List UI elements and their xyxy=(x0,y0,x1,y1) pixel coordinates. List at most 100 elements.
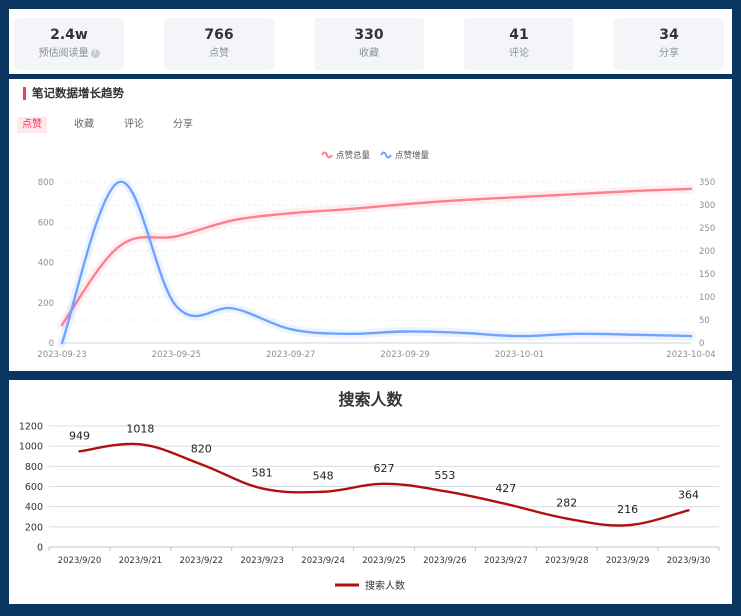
data-point xyxy=(404,330,406,332)
y-left-tick-label: 800 xyxy=(38,178,54,188)
x-tick-label: 2023-09-27 xyxy=(266,350,315,360)
y-right-tick-label: 100 xyxy=(699,293,715,303)
legend-label: 点赞增量 xyxy=(395,150,430,161)
legend-icon xyxy=(380,151,392,159)
x-tick-label: 2023-09-25 xyxy=(152,350,201,360)
data-point xyxy=(290,328,292,330)
data-point xyxy=(633,334,635,336)
stat-comments[interactable]: 41 评论 xyxy=(464,18,574,70)
y-left-tick-label: 0 xyxy=(49,339,54,349)
y-right-tick-label: 250 xyxy=(699,224,715,234)
x-tick-label: 2023/9/28 xyxy=(545,556,589,566)
y-left-tick-label: 400 xyxy=(38,259,54,269)
data-label: 282 xyxy=(556,497,577,510)
x-tick-label: 2023-10-04 xyxy=(666,350,715,360)
y-tick-label: 1200 xyxy=(19,422,43,433)
stat-value: 41 xyxy=(509,27,529,43)
data-point xyxy=(688,509,690,511)
data-point xyxy=(78,450,80,452)
series-line xyxy=(60,180,693,345)
y-right-tick-label: 150 xyxy=(699,270,715,280)
data-point xyxy=(566,518,568,520)
stat-read-estimate[interactable]: 2.4w 预估阅读量? xyxy=(14,18,124,70)
stat-label: 评论 xyxy=(509,48,529,59)
search-panel: 0 200 400 600 800 1000 1200 2023/9/20 2023/9/21 2… xyxy=(9,380,732,604)
data-label: 627 xyxy=(374,462,395,475)
tab-shares[interactable]: 分享 xyxy=(173,119,193,130)
data-point xyxy=(118,245,120,247)
data-label: 548 xyxy=(313,470,334,483)
search-chart-title: 搜索人数 xyxy=(338,390,403,409)
data-point xyxy=(175,305,177,307)
legend-icon xyxy=(321,151,333,159)
data-point xyxy=(61,342,63,344)
data-label: 427 xyxy=(495,482,516,495)
stat-label: 点赞 xyxy=(209,48,229,59)
stat-value: 2.4w xyxy=(50,27,88,43)
x-tick-label: 2023/9/30 xyxy=(667,556,711,566)
x-tick-label: 2023/9/23 xyxy=(240,556,284,566)
tab-favorites[interactable]: 收藏 xyxy=(74,119,94,130)
tab-likes[interactable]: 点赞 xyxy=(17,117,47,133)
y-right-tick-label: 50 xyxy=(699,316,710,326)
data-point xyxy=(139,443,141,445)
y-tick-label: 1000 xyxy=(19,442,43,453)
data-point xyxy=(575,193,577,195)
data-label: 216 xyxy=(617,503,638,516)
stat-label: 收藏 xyxy=(359,48,379,59)
data-point xyxy=(461,199,463,201)
tab-comments[interactable]: 评论 xyxy=(124,119,144,130)
x-tick-label: 2023/9/21 xyxy=(119,556,163,566)
legend-label: 搜索人数 xyxy=(365,579,405,592)
data-point xyxy=(461,332,463,334)
data-label: 820 xyxy=(191,442,212,455)
x-tick-label: 2023-09-23 xyxy=(37,350,86,360)
data-point xyxy=(690,335,692,337)
y-left-tick-label: 200 xyxy=(38,299,54,309)
y-right-tick-label: 200 xyxy=(699,247,715,257)
data-point xyxy=(261,487,263,489)
data-point xyxy=(290,212,292,214)
data-point xyxy=(404,203,406,205)
help-icon[interactable]: ? xyxy=(90,49,100,58)
data-point xyxy=(444,490,446,492)
stat-label-text: 预估阅读量 xyxy=(38,48,89,59)
x-tick-label: 2023-10-01 xyxy=(495,350,544,360)
legend-label: 点赞总量 xyxy=(336,150,371,161)
stats-bar: 2.4w 预估阅读量? 766 点赞 330 收藏 41 评论 34 分享 xyxy=(9,9,732,74)
search-chart: 0 200 400 600 800 1000 1200 2023/9/20 2023/9/21 2… xyxy=(19,422,720,592)
x-tick-label: 2023/9/22 xyxy=(179,556,223,566)
data-point xyxy=(175,235,177,237)
stat-favorites[interactable]: 330 收藏 xyxy=(314,18,424,70)
x-tick-label: 2023/9/24 xyxy=(301,556,345,566)
data-point xyxy=(347,208,349,210)
x-tick-label: 2023/9/26 xyxy=(423,556,467,566)
data-point xyxy=(518,335,520,337)
data-point xyxy=(575,333,577,335)
y-left-tick-label: 600 xyxy=(38,218,54,228)
stat-value: 766 xyxy=(204,27,234,43)
y-tick-label: 200 xyxy=(25,522,43,533)
data-point xyxy=(232,307,234,309)
x-tick-label: 2023/9/27 xyxy=(484,556,528,566)
data-point xyxy=(383,483,385,485)
data-point xyxy=(200,463,202,465)
y-tick-label: 600 xyxy=(25,482,43,493)
stat-label: 分享 xyxy=(659,48,679,59)
y-right-tick-label: 350 xyxy=(699,178,715,188)
stat-value: 34 xyxy=(659,27,679,43)
stat-likes[interactable]: 766 点赞 xyxy=(164,18,274,70)
data-point xyxy=(118,181,120,183)
data-label: 1018 xyxy=(126,422,154,435)
data-point xyxy=(627,524,629,526)
stat-shares[interactable]: 34 分享 xyxy=(614,18,724,70)
y-right-tick-label: 0 xyxy=(699,339,704,349)
data-point xyxy=(347,333,349,335)
data-label: 949 xyxy=(69,429,90,442)
series-line xyxy=(78,442,690,527)
data-label: 553 xyxy=(434,469,455,482)
data-point xyxy=(690,188,692,190)
trend-title: 笔记数据增长趋势 xyxy=(23,87,124,100)
y-tick-label: 800 xyxy=(25,462,43,473)
data-point xyxy=(322,491,324,493)
